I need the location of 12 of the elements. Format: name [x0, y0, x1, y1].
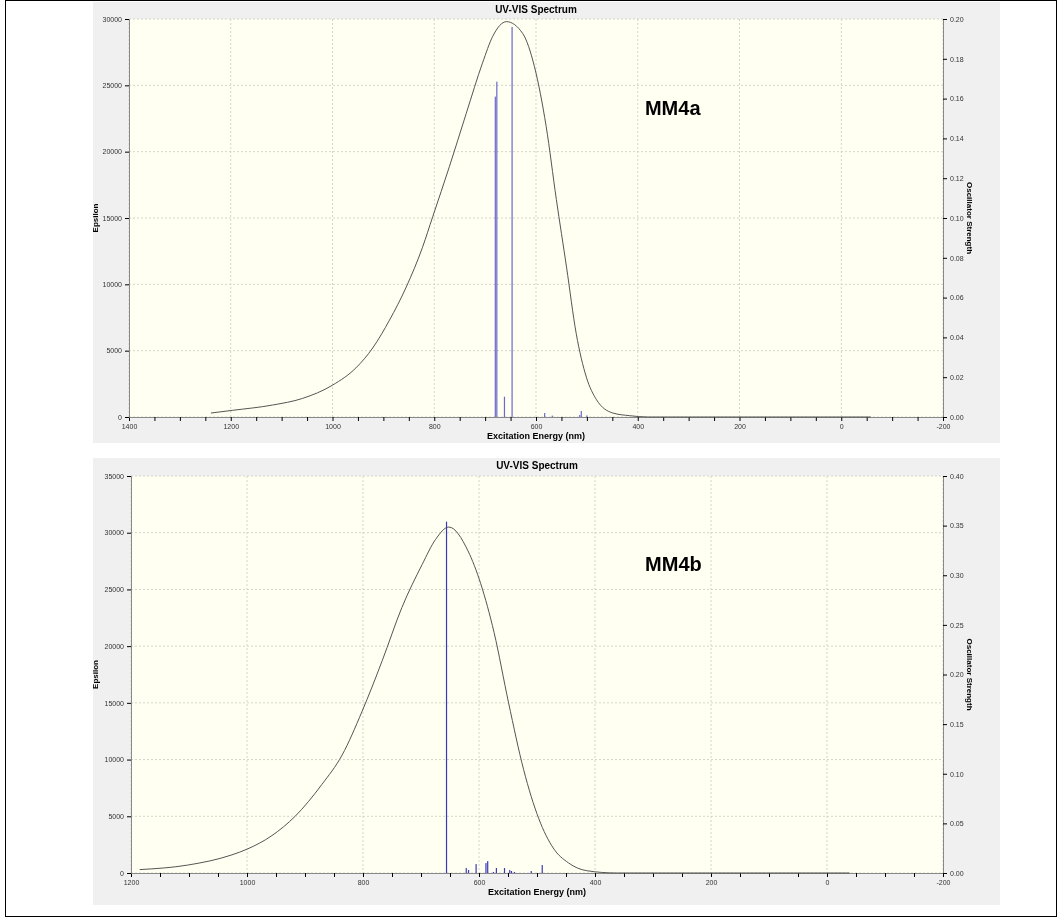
x-axis-title: Excitation Energy (nm) — [487, 887, 587, 897]
annotation: MM4a — [644, 96, 702, 119]
y2-axis-title: Oscillator Strength — [965, 638, 974, 711]
line-series — [210, 21, 872, 418]
chart-title: UV-VIS Spectrum — [495, 4, 577, 15]
x-axis-title: Excitation Energy (nm) — [486, 431, 586, 441]
y2-axis-title: Oscillator Strength — [965, 181, 974, 255]
chart-title: UV-VIS Spectrum — [496, 460, 578, 471]
y-axis-title: Epsilon — [91, 203, 100, 233]
annotation: MM4b — [645, 553, 702, 576]
line-series — [139, 526, 851, 874]
y-axis-title: Epsilon — [91, 659, 100, 689]
